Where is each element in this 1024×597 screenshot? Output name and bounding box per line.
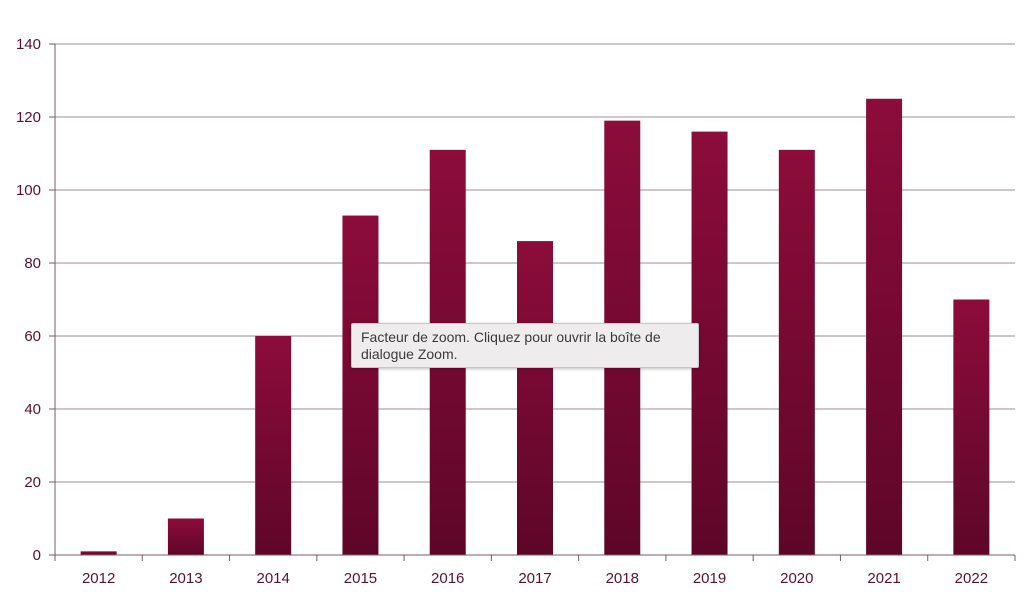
y-tick-label: 100 [16, 182, 41, 199]
bar-2020 [778, 149, 815, 555]
x-tick-label: 2016 [431, 570, 464, 587]
x-tick-label: 2012 [82, 570, 115, 587]
bar-2012 [80, 551, 117, 555]
y-tick-label: 60 [24, 328, 41, 345]
x-tick-label: 2015 [344, 570, 377, 587]
bar-2015 [342, 215, 379, 556]
x-tick-label: 2017 [518, 570, 551, 587]
x-tick-label: 2020 [780, 570, 813, 587]
x-tick-label: 2018 [606, 570, 639, 587]
x-tick-label: 2021 [867, 570, 900, 587]
bar-2021 [866, 98, 903, 555]
bar-2017 [517, 241, 553, 555]
x-tick-label: 2014 [256, 570, 289, 587]
bar-2013 [167, 518, 204, 555]
y-tick-label: 20 [24, 474, 41, 491]
bar-2022 [953, 299, 990, 555]
y-tick-label: 40 [24, 401, 41, 418]
y-tick-label: 140 [16, 36, 41, 53]
y-tick-label: 80 [24, 255, 41, 272]
x-tick-label: 2013 [169, 570, 202, 587]
y-tick-label: 0 [33, 547, 41, 564]
tick-labels: 0 20 40 60 80 100 120 140 2012 2013 2014 2015 2016 20… [16, 36, 988, 587]
x-tick-label: 2022 [955, 570, 988, 587]
x-tick-label: 2019 [693, 570, 726, 587]
bar-2014 [255, 336, 292, 555]
y-tick-label: 120 [16, 109, 41, 126]
zoom-tooltip: Facteur de zoom. Cliquez pour ouvrir la … [351, 323, 699, 368]
axes [49, 43, 1016, 561]
